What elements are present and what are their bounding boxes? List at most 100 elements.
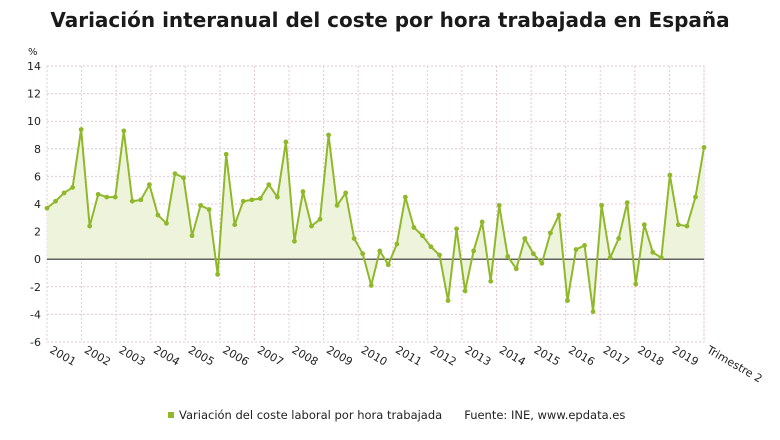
- data-point: [274, 194, 280, 200]
- data-point: [676, 222, 681, 228]
- data-point: [112, 194, 118, 200]
- data-point: [334, 202, 340, 208]
- data-point: [573, 247, 579, 252]
- data-point: [607, 255, 613, 261]
- data-point: [582, 243, 587, 248]
- data-point: [351, 236, 357, 241]
- data-point: [309, 223, 314, 229]
- y-tick-label: -2: [30, 281, 41, 294]
- data-point: [164, 220, 169, 226]
- data-point: [522, 236, 528, 241]
- data-point: [181, 175, 186, 181]
- x-tick-label: 2001: [48, 343, 79, 368]
- data-point: [368, 283, 374, 288]
- data-point: [343, 190, 349, 196]
- data-point: [684, 223, 690, 229]
- data-point: [61, 190, 67, 196]
- data-point: [624, 200, 630, 206]
- data-point: [300, 189, 306, 194]
- data-point: [437, 252, 442, 258]
- data-point: [633, 281, 639, 287]
- data-point: [223, 151, 229, 157]
- x-tick-label: 2009: [324, 343, 355, 368]
- data-point: [616, 236, 622, 241]
- x-tick-label: 2015: [532, 343, 563, 368]
- chart-title: Variación interanual del coste por hora …: [50, 8, 730, 32]
- area-fill: [47, 129, 704, 312]
- y-tick-label: -4: [30, 308, 41, 321]
- data-point: [693, 194, 698, 200]
- plot-border: [46, 65, 705, 343]
- y-tick-label: 0: [34, 253, 41, 266]
- data-point: [257, 196, 263, 201]
- data-point: [565, 298, 570, 303]
- y-tick-label: 2: [34, 226, 41, 239]
- data-point: [198, 202, 203, 208]
- series-polyline: [46, 128, 705, 313]
- x-tick-label: 2017: [601, 343, 632, 368]
- x-tick-label: 2008: [290, 343, 321, 368]
- data-point: [104, 194, 110, 200]
- data-point: [292, 238, 297, 244]
- x-tick-label: 2003: [117, 343, 148, 368]
- y-tick-label: 4: [34, 198, 41, 211]
- source-text: Fuente: INE, www.epdata.es: [464, 408, 626, 422]
- data-point: [266, 182, 272, 188]
- data-point: [471, 248, 477, 254]
- data-point: [701, 145, 707, 150]
- data-point: [232, 222, 238, 228]
- data-point: [394, 241, 400, 247]
- data-point: [428, 244, 434, 250]
- x-tick-label: 2013: [462, 343, 493, 368]
- data-point: [129, 198, 135, 204]
- data-point: [411, 225, 417, 230]
- x-tick-label: 2007: [255, 343, 286, 368]
- x-tick-label: 2005: [186, 343, 217, 368]
- x-tick-label: 2019: [670, 343, 701, 368]
- data-point: [326, 132, 331, 138]
- y-tick-label: 12: [27, 88, 41, 101]
- data-point: [445, 298, 451, 303]
- data-point: [667, 172, 673, 178]
- data-point: [70, 185, 75, 190]
- data-point: [650, 249, 656, 255]
- data-point: [172, 171, 178, 177]
- data-point: [189, 233, 195, 239]
- data-point: [377, 248, 383, 254]
- data-point: [121, 128, 127, 134]
- data-point: [95, 191, 101, 197]
- y-tick-label: 6: [34, 170, 41, 183]
- data-point: [146, 182, 152, 188]
- data-point: [155, 212, 161, 218]
- data-point: [462, 288, 468, 294]
- x-tick-label: 2004: [151, 343, 182, 368]
- data-point: [215, 271, 221, 277]
- y-axis-label: %: [28, 47, 38, 58]
- data-point: [658, 255, 664, 261]
- series-line: [46, 128, 705, 313]
- y-tick-label: 14: [27, 60, 41, 73]
- data-point: [530, 251, 536, 257]
- data-point: [78, 127, 84, 132]
- data-point: [556, 212, 562, 218]
- chart-footer: Variación del coste laboral por hora tra…: [168, 408, 625, 422]
- data-point: [641, 222, 647, 228]
- x-tick-label: 2016: [566, 343, 597, 368]
- y-tick-label: 8: [34, 143, 41, 156]
- data-point: [548, 230, 553, 236]
- data-point: [53, 198, 58, 204]
- data-point: [249, 197, 255, 203]
- data-point: [138, 197, 144, 203]
- x-tick-label: Trimestre 2: [704, 343, 765, 386]
- data-point: [317, 216, 323, 222]
- data-point: [206, 207, 212, 212]
- data-point: [240, 198, 246, 204]
- area-path: [47, 129, 704, 312]
- x-tick-label: 2012: [428, 343, 459, 368]
- x-tick-label: 2014: [497, 343, 528, 368]
- data-point: [488, 278, 494, 284]
- x-axis-ticks: 2001 2002 2003 2004 2005 2006 2007 2008 2009 2010…: [48, 343, 765, 386]
- y-axis-ticks: -6 -4 -2 0 2 4 6 8 10 12 14: [27, 60, 41, 349]
- legend-label: Variación del coste laboral por hora tra…: [179, 408, 443, 422]
